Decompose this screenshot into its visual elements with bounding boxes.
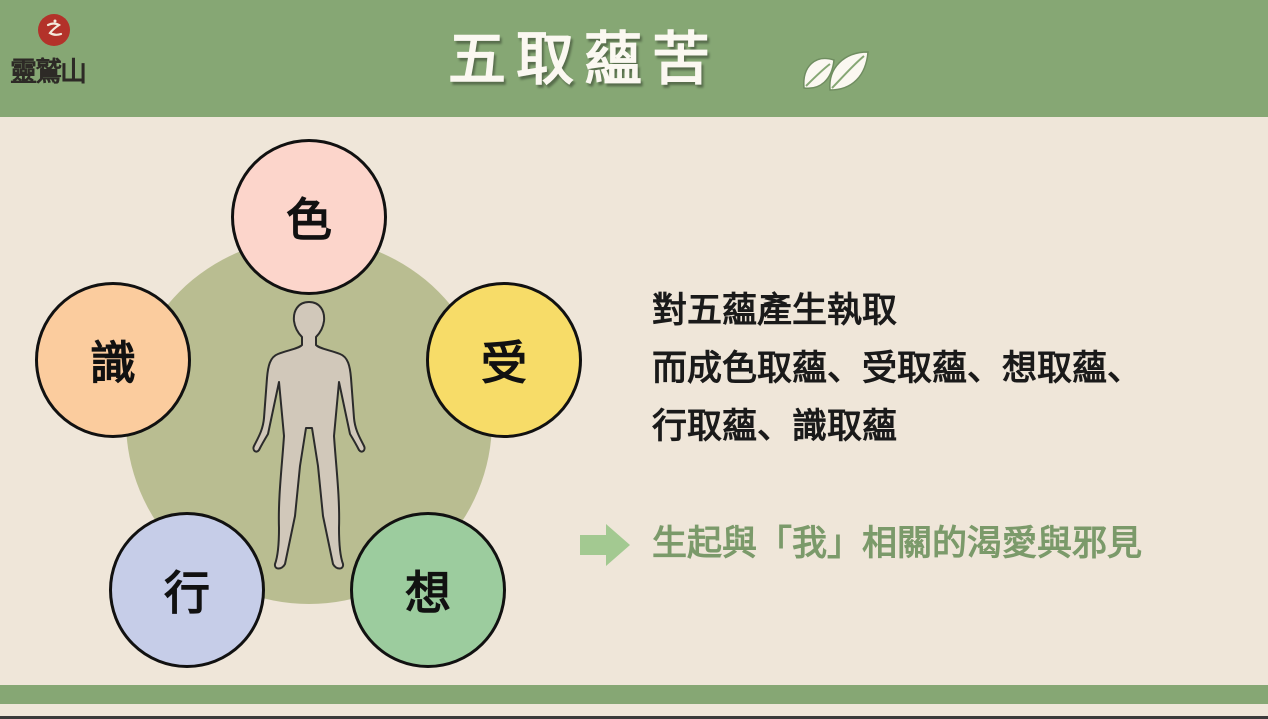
- description-line: 行取蘊、識取蘊: [652, 407, 898, 447]
- aggregate-consciousness-label: 識: [90, 336, 136, 390]
- aggregate-perception-label: 想: [405, 566, 451, 620]
- description-text: 對五蘊產生執取 而成色取蘊、受取蘊、想取蘊、 行取蘊、識取蘊: [652, 282, 1142, 456]
- description-line: 對五蘊產生執取: [652, 291, 898, 331]
- result-text: 生起與「我」相關的渴愛與邪見: [652, 524, 1143, 564]
- logo: 靈鷲山: [10, 14, 100, 104]
- header-bar: 靈鷲山 五取蘊苦: [0, 0, 1268, 117]
- aggregate-formation-circle: 行: [109, 512, 265, 668]
- footer-bar: [0, 685, 1268, 704]
- human-figure-icon: [252, 301, 366, 570]
- aggregate-color-label: 色: [286, 193, 332, 247]
- leaf-icon: [803, 51, 869, 91]
- aggregate-color-circle: 色: [231, 139, 387, 295]
- aggregate-formation-label: 行: [164, 566, 210, 620]
- footer-line: [0, 716, 1268, 719]
- aggregate-feeling-label: 受: [481, 336, 527, 390]
- red-seal-icon: [38, 14, 70, 46]
- right-arrow-icon: [580, 524, 630, 566]
- aggregate-consciousness-circle: 識: [35, 282, 191, 438]
- aggregate-feeling-circle: 受: [426, 282, 582, 438]
- page-title: 五取蘊苦: [448, 25, 721, 93]
- aggregate-perception-circle: 想: [350, 512, 506, 668]
- description-line: 而成色取蘊、受取蘊、想取蘊、: [652, 349, 1143, 389]
- logo-text: 靈鷲山: [10, 57, 87, 88]
